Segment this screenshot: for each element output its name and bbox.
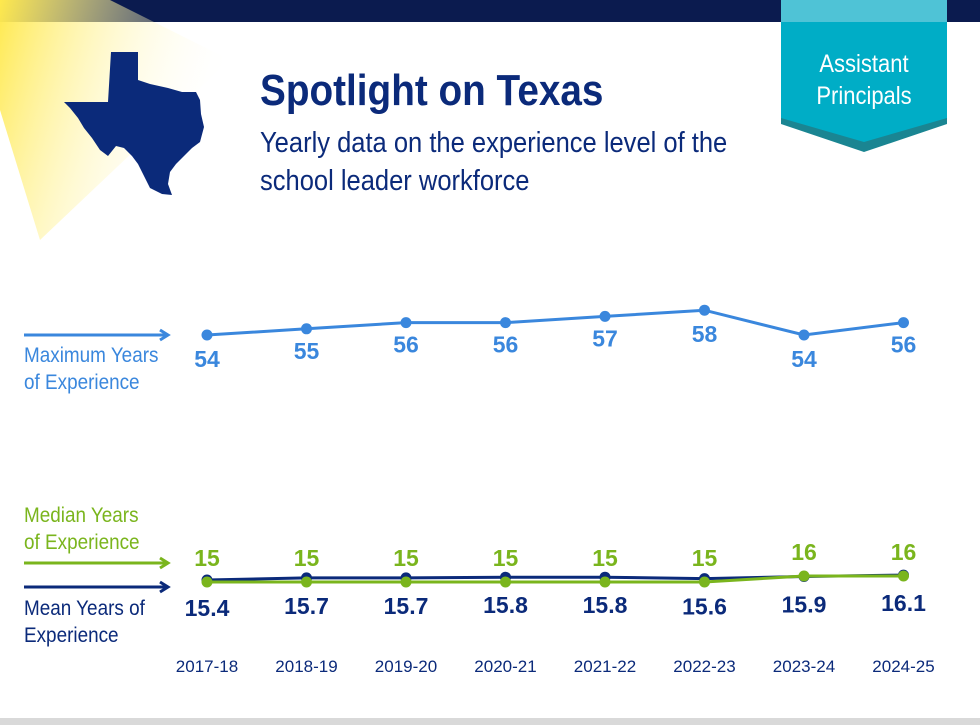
mean-data-label: 15.8 bbox=[483, 592, 528, 618]
x-tick-label: 2023-24 bbox=[773, 657, 835, 676]
median-point bbox=[898, 570, 909, 582]
median-data-label: 16 bbox=[791, 539, 817, 565]
max-data-label: 55 bbox=[294, 338, 320, 364]
x-tick-label: 2019-20 bbox=[375, 657, 437, 676]
median-point bbox=[201, 576, 213, 588]
max-data-label: 57 bbox=[592, 325, 618, 351]
arrow-right-icon bbox=[24, 580, 171, 594]
median-series-line bbox=[207, 574, 904, 584]
max-data-label: 56 bbox=[393, 332, 419, 358]
max-data-label: 54 bbox=[791, 346, 817, 372]
max-data-label: 56 bbox=[493, 332, 519, 358]
max-data-label: 58 bbox=[692, 321, 718, 347]
arrow-right-icon bbox=[24, 556, 171, 570]
mean-data-label: 15.6 bbox=[682, 594, 727, 620]
max-series-line bbox=[206, 308, 904, 337]
top-bar bbox=[0, 0, 980, 22]
max-data-label: 54 bbox=[194, 346, 220, 372]
median-data-label: 15 bbox=[493, 545, 519, 571]
mean-data-label: 15.9 bbox=[782, 592, 827, 618]
legend-max: Maximum Years of Experience bbox=[24, 344, 159, 394]
max-point bbox=[400, 317, 412, 329]
median-point bbox=[599, 576, 611, 588]
legend-median: Median Years of Experience bbox=[24, 504, 140, 554]
category-badge bbox=[781, 0, 947, 152]
page-subtitle: Yearly data on the experience level of t… bbox=[260, 127, 728, 197]
x-tick-label: 2024-25 bbox=[872, 657, 934, 676]
mean-data-label: 16.1 bbox=[881, 590, 926, 616]
median-data-label: 15 bbox=[294, 545, 320, 571]
max-point bbox=[898, 317, 909, 329]
median-data-label: 16 bbox=[891, 539, 917, 565]
x-tick-label: 2021-22 bbox=[574, 657, 636, 676]
texas-map-icon bbox=[64, 52, 204, 195]
max-point bbox=[500, 317, 511, 329]
max-point bbox=[201, 329, 213, 341]
badge-label: Assistant Principals bbox=[816, 50, 912, 110]
max-point bbox=[798, 329, 810, 341]
mean-data-label: 15.7 bbox=[384, 593, 429, 619]
median-data-label: 15 bbox=[592, 545, 618, 571]
median-point bbox=[798, 570, 810, 582]
median-data-label: 15 bbox=[393, 545, 419, 571]
max-point bbox=[599, 310, 611, 322]
arrow-right-icon bbox=[24, 328, 171, 342]
x-tick-label: 2017-18 bbox=[176, 657, 238, 676]
median-data-label: 15 bbox=[194, 545, 220, 571]
page-title: Spotlight on Texas bbox=[260, 66, 604, 115]
median-point bbox=[699, 576, 710, 588]
x-tick-label: 2018-19 bbox=[275, 657, 337, 676]
mean-data-label: 15.8 bbox=[583, 592, 628, 618]
x-tick-label: 2022-23 bbox=[673, 657, 735, 676]
legend-mean: Mean Years of Experience bbox=[24, 597, 145, 647]
mean-data-label: 15.4 bbox=[185, 595, 230, 621]
max-point bbox=[699, 304, 710, 316]
median-data-label: 15 bbox=[692, 545, 718, 571]
mean-data-label: 15.7 bbox=[284, 593, 329, 619]
median-point bbox=[400, 576, 412, 588]
max-point bbox=[301, 323, 312, 335]
median-point bbox=[500, 576, 511, 588]
median-point bbox=[301, 576, 312, 588]
max-data-label: 56 bbox=[891, 332, 917, 358]
footer-bar bbox=[0, 718, 980, 725]
x-tick-label: 2020-21 bbox=[474, 657, 536, 676]
